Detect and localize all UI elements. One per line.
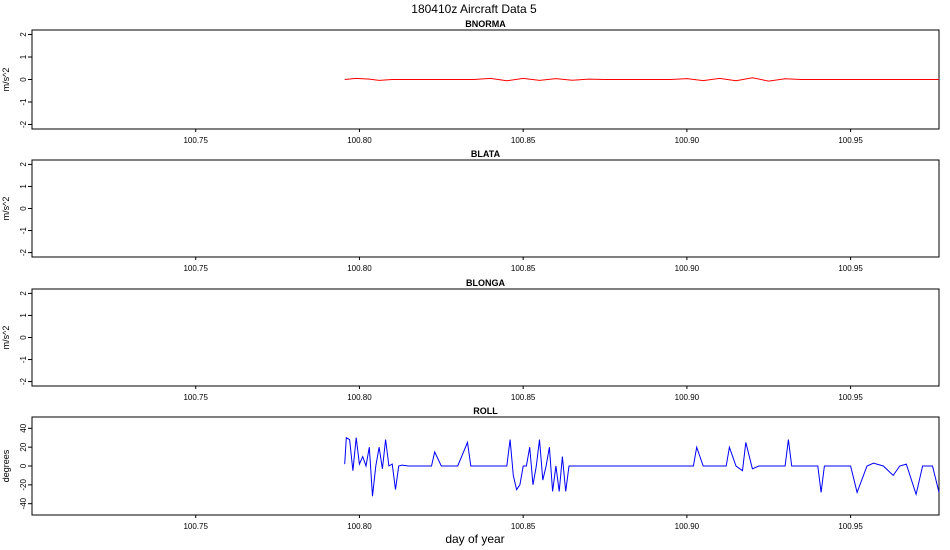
x-tick-label: 100.80	[347, 264, 372, 273]
x-tick-label: 100.85	[511, 264, 536, 273]
plot-frame	[31, 288, 940, 387]
x-tick-label: 100.95	[838, 393, 863, 402]
y-tick-label: 2	[19, 291, 28, 296]
panel-title: BLONGA	[466, 278, 505, 288]
panel-title: BLATA	[471, 149, 501, 159]
y-tick-label: -2	[19, 120, 28, 128]
x-tick-label: 100.80	[347, 136, 372, 145]
figure-title: 180410z Aircraft Data 5	[411, 2, 537, 16]
y-axis-label: degrees	[1, 449, 11, 482]
x-tick-label: 100.90	[675, 522, 700, 531]
x-tick-label: 100.95	[838, 136, 863, 145]
panel-title: BNORMA	[465, 19, 506, 29]
panel-bnorma: BNORMA m/s^2 -2 -1 0 1 2 100.75 100.80 100.85 100.…	[1, 19, 940, 145]
series-line	[344, 77, 939, 82]
panel-blonga: BLONGA m/s^2 -2 -1 0 1 2 100.75 100.80 100.85 100.…	[1, 278, 940, 402]
y-tick-label: 1	[19, 313, 28, 318]
y-tick-label: -1	[19, 226, 28, 234]
y-tick-label: 0	[19, 206, 28, 211]
plot-frame	[31, 159, 940, 258]
x-tick-label: 100.85	[511, 136, 536, 145]
y-tick-label: 1	[19, 54, 28, 59]
x-tick-label: 100.90	[675, 264, 700, 273]
x-tick-label: 100.75	[183, 522, 208, 531]
y-tick-label: 0	[19, 335, 28, 340]
panel-title: ROLL	[473, 406, 498, 416]
x-axis-label: day of year	[445, 532, 504, 546]
x-tick-label: 100.95	[838, 264, 863, 273]
x-tick-label: 100.95	[838, 522, 863, 531]
y-tick-label: 40	[19, 423, 28, 432]
y-axis-label: m/s^2	[1, 68, 11, 92]
x-tick-label: 100.75	[183, 264, 208, 273]
x-tick-label: 100.85	[511, 522, 536, 531]
y-tick-label: 20	[19, 442, 28, 451]
y-tick-label: 0	[19, 77, 28, 82]
y-tick-label: -40	[19, 497, 28, 509]
y-tick-label: 0	[19, 463, 28, 468]
x-tick-label: 100.90	[675, 136, 700, 145]
x-tick-label: 100.90	[675, 393, 700, 402]
y-tick-label: -2	[19, 248, 28, 256]
y-axis-label: m/s^2	[1, 326, 11, 350]
x-tick-label: 100.85	[511, 393, 536, 402]
x-tick-label: 100.75	[183, 393, 208, 402]
x-tick-label: 100.80	[347, 522, 372, 531]
series-line	[344, 436, 940, 497]
panel-blata: BLATA m/s^2 -2 -1 0 1 2 100.75 100.80 100.85 100.9…	[1, 149, 940, 273]
panel-roll: ROLL degrees -40 -20 0 20 40 100.75 100.80 100.85…	[1, 406, 940, 531]
y-axis-label: m/s^2	[1, 197, 11, 221]
y-tick-label: 2	[19, 162, 28, 167]
x-tick-label: 100.80	[347, 393, 372, 402]
y-tick-label: -1	[19, 98, 28, 106]
y-tick-label: -1	[19, 355, 28, 363]
y-tick-label: 2	[19, 32, 28, 37]
y-tick-label: -2	[19, 377, 28, 385]
x-tick-label: 100.75	[183, 136, 208, 145]
y-tick-label: 1	[19, 184, 28, 189]
y-tick-label: -20	[19, 479, 28, 491]
